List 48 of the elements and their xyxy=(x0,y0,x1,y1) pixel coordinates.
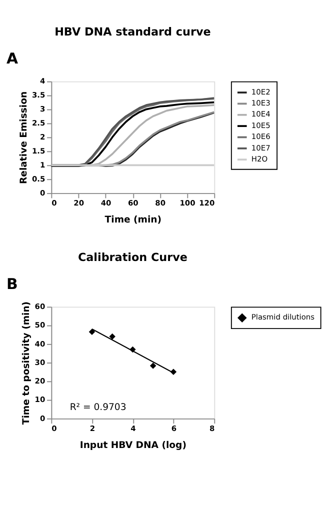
y-tick-label: 0.5 xyxy=(32,174,46,184)
x-tick-label: 20 xyxy=(74,198,84,208)
y-tick-label: 0 xyxy=(40,188,46,198)
y-tick-label: 40 xyxy=(34,339,46,348)
y-tick-label: 60 xyxy=(34,302,46,312)
x-tick-label: 0 xyxy=(52,198,57,208)
y-tick-label: 0 xyxy=(40,414,46,423)
text: B xyxy=(6,275,18,294)
legend-label: 10E7 xyxy=(251,143,271,152)
y-tick-label: 50 xyxy=(34,320,46,330)
y-tick-label: 1.5 xyxy=(32,146,46,156)
x-tick-label: 60 xyxy=(128,198,138,208)
chart-title: Calibration Curve xyxy=(78,251,188,264)
y-tick-label: 30 xyxy=(34,358,46,367)
point xyxy=(150,362,156,369)
y-tick-label: 10 xyxy=(34,395,46,404)
x-tick-label: 6 xyxy=(171,424,176,434)
x-tick-label: 40 xyxy=(100,198,112,208)
y-tick-label: 4 xyxy=(40,76,46,86)
x-tick-label: 8 xyxy=(209,424,215,434)
x-tick-label: 4 xyxy=(130,424,136,434)
point xyxy=(88,328,96,335)
annotation: R² = 0.9703 xyxy=(70,402,126,414)
legend-label: 10E6 xyxy=(251,132,271,142)
legend-label: 10E2 xyxy=(251,87,270,96)
x-tick-label: 0 xyxy=(52,424,57,434)
legend-label: H2O xyxy=(251,154,268,164)
legend-label: 10E4 xyxy=(251,110,271,119)
y-axis-title: Relative Emission xyxy=(18,91,30,184)
y-tick-label: 2 xyxy=(40,132,46,142)
legend-label: 10E3 xyxy=(251,98,271,108)
legend-label: Plasmid dilutions xyxy=(251,312,315,322)
x-axis-title: Input HBV DNA (log) xyxy=(80,440,186,451)
x-tick-label: 2 xyxy=(90,424,96,434)
y-tick-label: 2.5 xyxy=(32,118,46,128)
y-tick-label: 3.5 xyxy=(32,90,46,100)
y-tick-label: 20 xyxy=(34,376,46,386)
x-tick-label: 100 xyxy=(180,198,196,208)
legend-label: 10E5 xyxy=(251,120,271,130)
x-tick-label: 120 xyxy=(199,198,215,208)
point xyxy=(109,333,116,340)
y-tick-label: 1 xyxy=(40,160,46,170)
x-tick-label: 80 xyxy=(155,198,166,208)
chart-title: HBV DNA standard curve xyxy=(54,26,212,39)
y-axis-title: Time to positivity (min) xyxy=(21,301,32,425)
text: A xyxy=(6,50,19,68)
x-axis-title: Time (min) xyxy=(104,214,162,226)
y-tick-label: 3 xyxy=(40,104,46,114)
